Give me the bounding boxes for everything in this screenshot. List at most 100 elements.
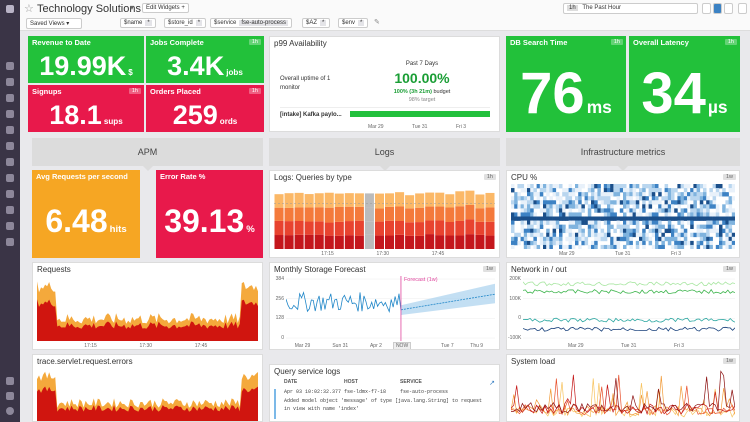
bar-segment [334,193,344,207]
title-menu[interactable]: ▾ [130,3,135,12]
heat-cell [613,192,617,197]
heat-cell [568,244,573,249]
forward-button[interactable] [724,3,733,14]
sidebar [0,0,20,422]
heat-cell [616,192,621,197]
heat-cell [651,244,656,249]
heat-cell [728,204,733,209]
saved-views[interactable]: Saved Views ▾ [26,18,82,29]
time-picker[interactable]: 1h The Past Hour [563,3,698,14]
value-text: 18.1 [49,100,102,130]
heat-cell [731,236,735,242]
heat-cell [562,224,566,229]
template-variable[interactable]: $AZ * [302,18,331,28]
heat-cell [533,192,537,197]
x-tick-label: 17:30 [376,251,390,257]
heat-cell [594,216,598,221]
heat-cell [661,196,665,201]
heat-cell [619,200,624,205]
heat-cell [690,232,694,238]
heat-cell [527,220,531,225]
bar-segment [395,206,405,221]
heat-cell [683,208,688,213]
bar-segment [455,206,465,221]
heat-cell [511,188,515,193]
heat-cell [626,192,630,197]
heat-cell [667,224,672,229]
heat-cell [664,208,669,213]
heat-cell [632,184,637,189]
heat-cell [712,216,717,221]
heat-cell [664,192,669,197]
heat-cell [623,220,627,225]
bar-segment [274,207,284,221]
bar-segment [284,193,294,208]
heat-cell [712,204,717,209]
heat-cell [581,208,585,213]
back-button[interactable] [702,3,711,14]
heat-cell [623,212,627,217]
heat-cell [696,196,701,201]
favorite-star[interactable]: ☆ [24,3,34,15]
heat-cell [552,232,557,238]
heat-cell [613,188,617,193]
value-unit: jobs [226,68,243,77]
heat-cell [543,188,547,193]
bar-segment [324,235,334,249]
heat-cell [552,240,557,246]
plot-area [274,190,495,249]
heat-cell [623,228,627,234]
pause-button[interactable] [713,3,722,14]
heat-cell [546,244,550,249]
bar-segment [284,221,294,236]
heat-cell [520,196,525,201]
heat-cell [616,184,621,189]
x-tick-label: Thu 9 [470,343,484,349]
heat-cell [690,220,694,225]
heat-cell [655,200,659,205]
heat-cell [546,232,550,238]
heat-cell [575,224,579,229]
heat-cell [578,228,582,234]
heat-cell [597,188,601,193]
heat-cell [578,212,582,217]
heat-cell [523,208,528,213]
template-variable[interactable]: $name * [120,18,156,28]
heat-cell [584,216,589,221]
heat-cell [527,208,531,213]
heat-cell [648,236,653,242]
heat-cell [712,184,717,189]
open-link[interactable]: ↗ [489,380,495,387]
heat-cell [667,196,672,201]
template-variable[interactable]: $store_id * [164,18,207,28]
heat-cell [539,192,544,197]
heat-cell [594,200,598,205]
heat-cell [549,240,553,246]
heat-cell [728,228,733,234]
heat-cell [709,192,713,197]
fullscreen-button[interactable] [738,3,747,14]
edit-icon[interactable]: ✎ [374,19,380,26]
template-variable[interactable]: $env * [338,18,369,28]
heat-cell [690,240,694,246]
heat-cell [687,192,691,197]
trace [286,291,402,313]
heat-cell [565,236,569,242]
log-row[interactable]: Apr 03 10:02:32.377 fse-ldmx-f7-18 fse-a… [274,389,494,419]
heat-cell [632,200,637,205]
heat-cell [511,216,515,221]
widget-title: Network in / out [511,265,567,274]
bar-segment [374,235,384,249]
heat-cell [610,216,614,221]
tile-title: Overall Latency [633,38,689,47]
heat-cell [680,200,685,205]
template-variable[interactable]: $service fse-auto-process [210,18,293,28]
heat-cell [514,232,518,238]
heat-cell [706,216,710,221]
heat-cell [706,224,710,229]
edit-widgets-button[interactable]: Edit Widgets + [142,3,189,13]
heat-cell [632,232,637,238]
heat-cell [597,192,601,197]
heat-cell [587,212,592,217]
variable-value: * [145,20,152,26]
